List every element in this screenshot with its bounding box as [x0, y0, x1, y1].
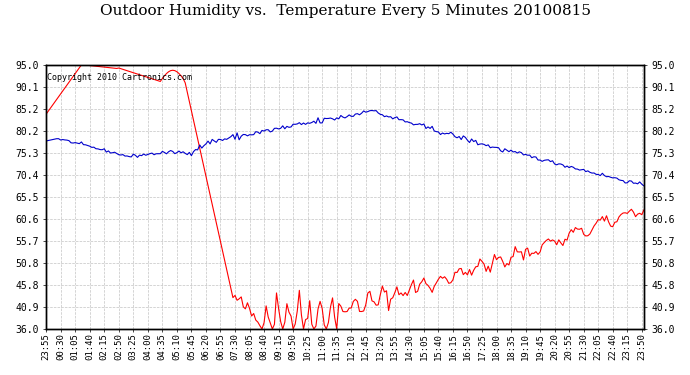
- Text: Outdoor Humidity vs.  Temperature Every 5 Minutes 20100815: Outdoor Humidity vs. Temperature Every 5…: [99, 4, 591, 18]
- Text: Copyright 2010 Cartronics.com: Copyright 2010 Cartronics.com: [48, 73, 193, 82]
